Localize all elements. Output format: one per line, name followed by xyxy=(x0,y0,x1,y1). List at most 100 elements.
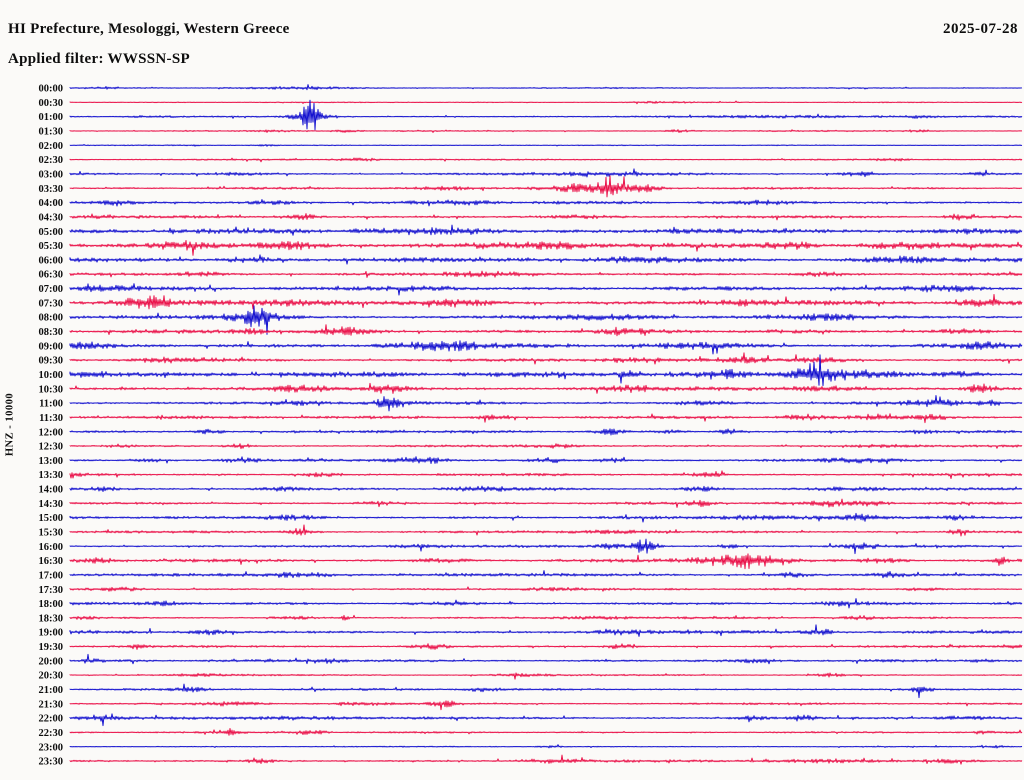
trace-row-0330 xyxy=(69,175,1023,198)
time-label: 07:00 xyxy=(39,284,64,295)
trace-row-0630 xyxy=(69,270,1023,278)
time-label: 23:00 xyxy=(39,742,64,753)
trace-row-1330 xyxy=(69,470,1023,479)
trace-row-1830 xyxy=(69,614,1023,621)
time-label: 10:00 xyxy=(39,370,64,381)
trace-row-1730 xyxy=(69,586,1023,592)
time-label: 09:00 xyxy=(39,341,64,352)
trace-row-0100 xyxy=(69,99,1023,131)
trace-row-0900 xyxy=(69,340,1023,355)
time-label: 23:30 xyxy=(39,757,64,768)
time-label: 15:30 xyxy=(39,528,64,539)
time-label: 05:30 xyxy=(39,241,64,252)
time-label: 21:30 xyxy=(39,699,64,710)
time-label: 06:30 xyxy=(39,270,64,281)
time-label: 15:00 xyxy=(39,513,64,524)
trace-row-0000 xyxy=(69,84,1023,91)
time-label: 17:30 xyxy=(39,585,64,596)
time-label: 11:30 xyxy=(39,413,63,424)
trace-row-1030 xyxy=(69,382,1023,394)
time-label: 03:00 xyxy=(39,170,64,181)
trace-row-1630 xyxy=(69,553,1023,570)
trace-row-1300 xyxy=(69,456,1023,465)
time-label: 12:30 xyxy=(39,442,64,453)
time-label: 21:00 xyxy=(39,685,64,696)
trace-row-0300 xyxy=(69,168,1023,178)
trace-row-1230 xyxy=(69,443,1023,450)
trace-row-2200 xyxy=(69,713,1023,727)
time-label: 12:00 xyxy=(39,427,64,438)
trace-row-0930 xyxy=(69,352,1023,365)
trace-row-0700 xyxy=(69,283,1023,296)
trace-row-0230 xyxy=(69,157,1023,163)
time-label: 20:00 xyxy=(39,656,64,667)
trace-row-2300 xyxy=(69,744,1023,749)
trace-row-0130 xyxy=(69,129,1023,134)
date-label: 2025-07-28 xyxy=(943,21,1018,37)
trace-row-1200 xyxy=(69,428,1023,436)
trace-row-0430 xyxy=(69,213,1023,221)
trace-row-1430 xyxy=(69,498,1023,508)
trace-row-2030 xyxy=(69,672,1023,680)
trace-row-0800 xyxy=(69,305,1023,335)
time-label: 17:00 xyxy=(39,570,64,581)
trace-row-0030 xyxy=(69,100,1023,105)
trace-row-0730 xyxy=(69,293,1023,310)
trace-row-1000 xyxy=(69,354,1023,387)
trace-row-0500 xyxy=(69,224,1023,236)
trace-row-1500 xyxy=(69,512,1023,523)
trace-row-1400 xyxy=(69,485,1023,493)
time-label: 19:30 xyxy=(39,642,64,653)
time-label: 04:30 xyxy=(39,213,64,224)
time-label: 11:00 xyxy=(39,399,63,410)
time-label: 20:30 xyxy=(39,671,64,682)
time-label: 18:30 xyxy=(39,613,64,624)
time-label: 02:30 xyxy=(39,155,64,166)
time-label: 18:00 xyxy=(39,599,64,610)
time-label: 13:30 xyxy=(39,470,64,481)
trace-row-2000 xyxy=(69,653,1023,665)
trace-row-1800 xyxy=(69,598,1023,609)
trace-row-1700 xyxy=(69,570,1023,579)
trace-row-1130 xyxy=(69,413,1023,424)
trace-row-2330 xyxy=(69,754,1023,765)
time-label: 06:00 xyxy=(39,255,64,266)
trace-row-0830 xyxy=(69,324,1023,337)
filter-label: Applied filter: WWSSN-SP xyxy=(8,51,190,67)
trace-row-0530 xyxy=(69,240,1023,256)
trace-row-1600 xyxy=(69,538,1023,555)
time-label: 10:30 xyxy=(39,384,64,395)
time-label: 07:30 xyxy=(39,298,64,309)
time-label: 09:30 xyxy=(39,356,64,367)
trace-row-1100 xyxy=(69,395,1023,412)
trace-row-1900 xyxy=(69,624,1023,637)
time-label: 04:00 xyxy=(39,198,64,209)
time-label: 19:00 xyxy=(39,628,64,639)
time-label: 14:00 xyxy=(39,485,64,496)
trace-row-0200 xyxy=(69,144,1023,147)
time-label: 01:00 xyxy=(39,112,64,123)
time-label: 16:30 xyxy=(39,556,64,567)
trace-row-2130 xyxy=(69,700,1023,711)
time-label: 00:00 xyxy=(39,84,64,95)
time-label: 16:00 xyxy=(39,542,64,553)
trace-row-0600 xyxy=(69,254,1023,265)
time-label: 00:30 xyxy=(39,98,64,109)
time-label: 05:00 xyxy=(39,227,64,238)
trace-row-1530 xyxy=(69,524,1023,537)
page-title: HI Prefecture, Mesologgi, Western Greece xyxy=(8,21,290,37)
trace-row-1930 xyxy=(69,643,1023,650)
trace-row-0400 xyxy=(69,199,1023,207)
time-label: 03:30 xyxy=(39,184,64,195)
time-label: 08:30 xyxy=(39,327,64,338)
time-label: 08:00 xyxy=(39,313,64,324)
time-label: 01:30 xyxy=(39,127,64,138)
time-label: 13:00 xyxy=(39,456,64,467)
trace-row-2100 xyxy=(69,683,1023,699)
time-label: 14:30 xyxy=(39,499,64,510)
time-label: 22:30 xyxy=(39,728,64,739)
trace-row-2230 xyxy=(69,728,1023,736)
time-label: 02:00 xyxy=(39,141,64,152)
